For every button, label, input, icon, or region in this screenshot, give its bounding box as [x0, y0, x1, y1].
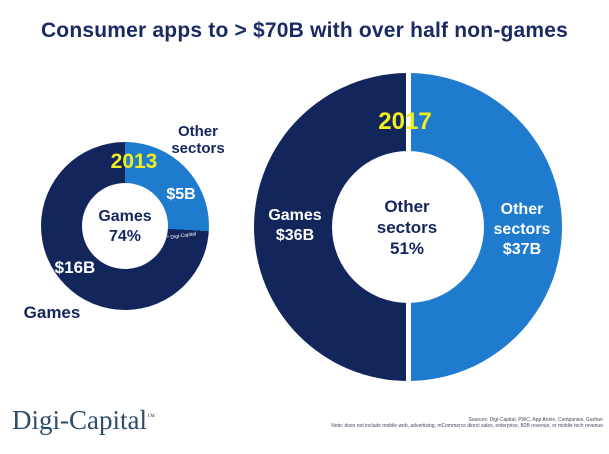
games-2017-value: $36B: [275, 227, 315, 244]
slide-title: Consumer apps to > $70B with over half n…: [40, 19, 569, 42]
donut-2017-hole: [332, 151, 484, 303]
donut-2013-hole: [82, 183, 168, 269]
label-games-2013: Games: [23, 303, 81, 322]
trademark-symbol: ™: [146, 412, 155, 421]
donut-2013-center-label: Games 74%: [85, 207, 165, 247]
value-games-2013: $16B: [54, 258, 96, 277]
center-2017-line1: Other sectors: [376, 197, 438, 237]
label-other-sectors-2017: Other sectors $37B: [490, 200, 554, 260]
logo-text: Digi-Capital: [12, 405, 147, 435]
footnote: Sources: Digi-Capital, PWC, App Annie, C…: [331, 417, 603, 429]
year-label-2013: 2013: [110, 150, 158, 173]
footnote-note: Note: does not include mobile web, adver…: [331, 423, 603, 429]
center-2017-line2: 51%: [389, 239, 425, 258]
label-other-sectors-2013: Other sectors: [171, 123, 225, 157]
games-2017-name: Games: [268, 207, 322, 224]
other-2017-name: Other sectors: [493, 201, 551, 238]
center-2013-line1: Games: [98, 208, 152, 225]
value-other-2013: $5B: [166, 186, 196, 203]
digi-capital-logo: Digi-Capital™: [12, 405, 155, 436]
donut-2017-center-label: Other sectors 51%: [365, 196, 449, 259]
label-games-2017: Games $36B: [263, 206, 327, 246]
year-label-2017: 2017: [378, 108, 432, 135]
donut-chart-2013: [41, 142, 209, 310]
footnote-sources: Sources: Digi-Capital, PWC, App Annie, C…: [468, 417, 603, 423]
donut-chart-2017: [254, 73, 562, 381]
center-2013-line2: 74%: [108, 228, 142, 245]
other-2017-value: $37B: [502, 241, 542, 258]
